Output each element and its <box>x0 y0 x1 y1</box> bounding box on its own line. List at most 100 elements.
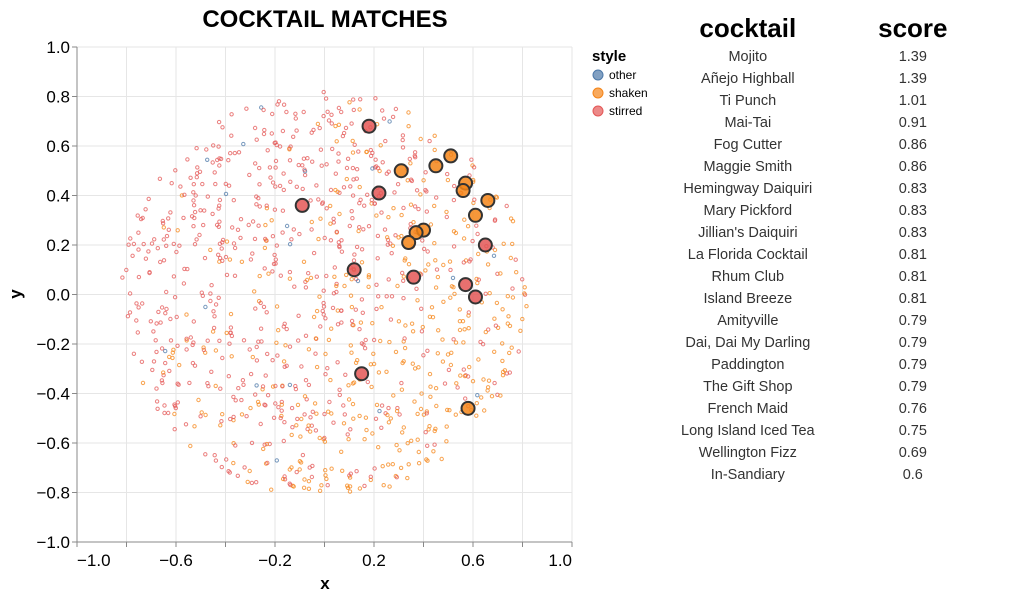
background-point <box>409 321 415 326</box>
background-point <box>331 216 336 222</box>
highlighted-point[interactable] <box>294 197 310 213</box>
highlighted-point[interactable] <box>401 235 417 251</box>
background-point <box>326 337 332 343</box>
background-point <box>317 125 322 131</box>
background-point <box>457 327 463 333</box>
background-point <box>478 339 483 345</box>
background-point <box>317 294 322 299</box>
background-point <box>385 237 391 243</box>
background-point <box>452 291 457 297</box>
background-point <box>136 305 141 310</box>
background-point <box>318 324 323 329</box>
highlighted-point[interactable] <box>443 148 459 164</box>
background-point <box>351 416 356 421</box>
background-point <box>342 283 347 289</box>
background-point <box>387 119 392 124</box>
background-point <box>351 380 357 385</box>
background-point <box>470 379 476 384</box>
highlighted-point[interactable] <box>467 207 483 223</box>
background-point <box>262 402 267 407</box>
background-point <box>252 236 258 242</box>
background-point <box>290 425 295 430</box>
background-point <box>415 437 420 442</box>
highlighted-point[interactable] <box>408 225 424 241</box>
background-point <box>428 384 433 389</box>
background-point <box>401 278 406 283</box>
cocktail-name: Dai, Dai My Darling <box>685 335 811 351</box>
y-tick-label: 1.0 <box>46 38 70 57</box>
background-point <box>309 130 314 135</box>
background-point <box>231 241 237 246</box>
background-point <box>262 245 268 251</box>
background-point <box>217 203 222 208</box>
background-point <box>216 119 222 125</box>
highlighted-point[interactable] <box>354 366 370 382</box>
cocktail-score: 0.79 <box>898 313 927 329</box>
background-point <box>250 251 255 256</box>
background-point <box>201 345 206 350</box>
background-point <box>360 310 365 315</box>
highlighted-point[interactable] <box>480 192 496 208</box>
highlighted-point[interactable] <box>477 237 493 253</box>
highlighted-point[interactable] <box>406 269 422 285</box>
background-point <box>375 233 381 239</box>
background-point <box>302 167 307 172</box>
background-point <box>310 409 315 414</box>
background-point <box>267 165 273 170</box>
highlighted-point[interactable] <box>346 262 362 278</box>
background-point <box>510 295 516 300</box>
background-point <box>508 216 514 221</box>
background-point <box>444 209 449 215</box>
background-point <box>174 249 179 255</box>
highlighted-point[interactable] <box>393 163 409 179</box>
background-point <box>492 217 498 222</box>
background-point <box>308 275 314 281</box>
background-point <box>423 170 428 175</box>
highlighted-point[interactable] <box>361 118 377 134</box>
background-point <box>321 113 326 119</box>
background-point <box>325 366 330 371</box>
background-point <box>454 381 459 386</box>
highlighted-point[interactable] <box>428 158 444 174</box>
background-point <box>508 255 513 261</box>
background-point <box>135 330 141 335</box>
background-point <box>405 475 410 481</box>
highlighted-point[interactable] <box>455 183 471 199</box>
legend-swatch-shaken <box>592 87 604 99</box>
background-point <box>341 130 347 136</box>
highlighted-point[interactable] <box>460 400 476 416</box>
background-point <box>297 231 302 237</box>
background-point <box>414 286 419 291</box>
background-point <box>498 393 503 398</box>
background-point <box>389 294 395 299</box>
background-point <box>235 473 241 478</box>
background-point <box>303 333 309 338</box>
background-point <box>493 323 499 328</box>
background-point <box>309 227 314 232</box>
background-point <box>350 150 356 155</box>
highlighted-point[interactable] <box>467 289 483 305</box>
y-tick-label: 0.6 <box>46 137 70 156</box>
background-point <box>386 277 391 282</box>
background-point <box>355 278 361 284</box>
background-point <box>127 291 133 296</box>
background-point <box>421 353 426 358</box>
background-point <box>442 381 448 386</box>
background-point <box>220 125 225 130</box>
highlighted-point[interactable] <box>371 185 387 201</box>
background-point <box>272 252 277 258</box>
background-point <box>294 128 299 133</box>
background-point <box>444 439 449 444</box>
background-point <box>257 273 262 279</box>
background-point <box>426 262 431 267</box>
background-point <box>402 258 407 263</box>
background-point <box>385 235 390 240</box>
background-point <box>419 391 424 396</box>
background-point <box>220 412 225 417</box>
highlighted-point[interactable] <box>458 277 474 293</box>
background-point <box>306 347 312 352</box>
background-point <box>217 338 222 343</box>
background-point <box>379 403 385 408</box>
background-point <box>476 277 481 282</box>
background-point <box>201 347 207 353</box>
